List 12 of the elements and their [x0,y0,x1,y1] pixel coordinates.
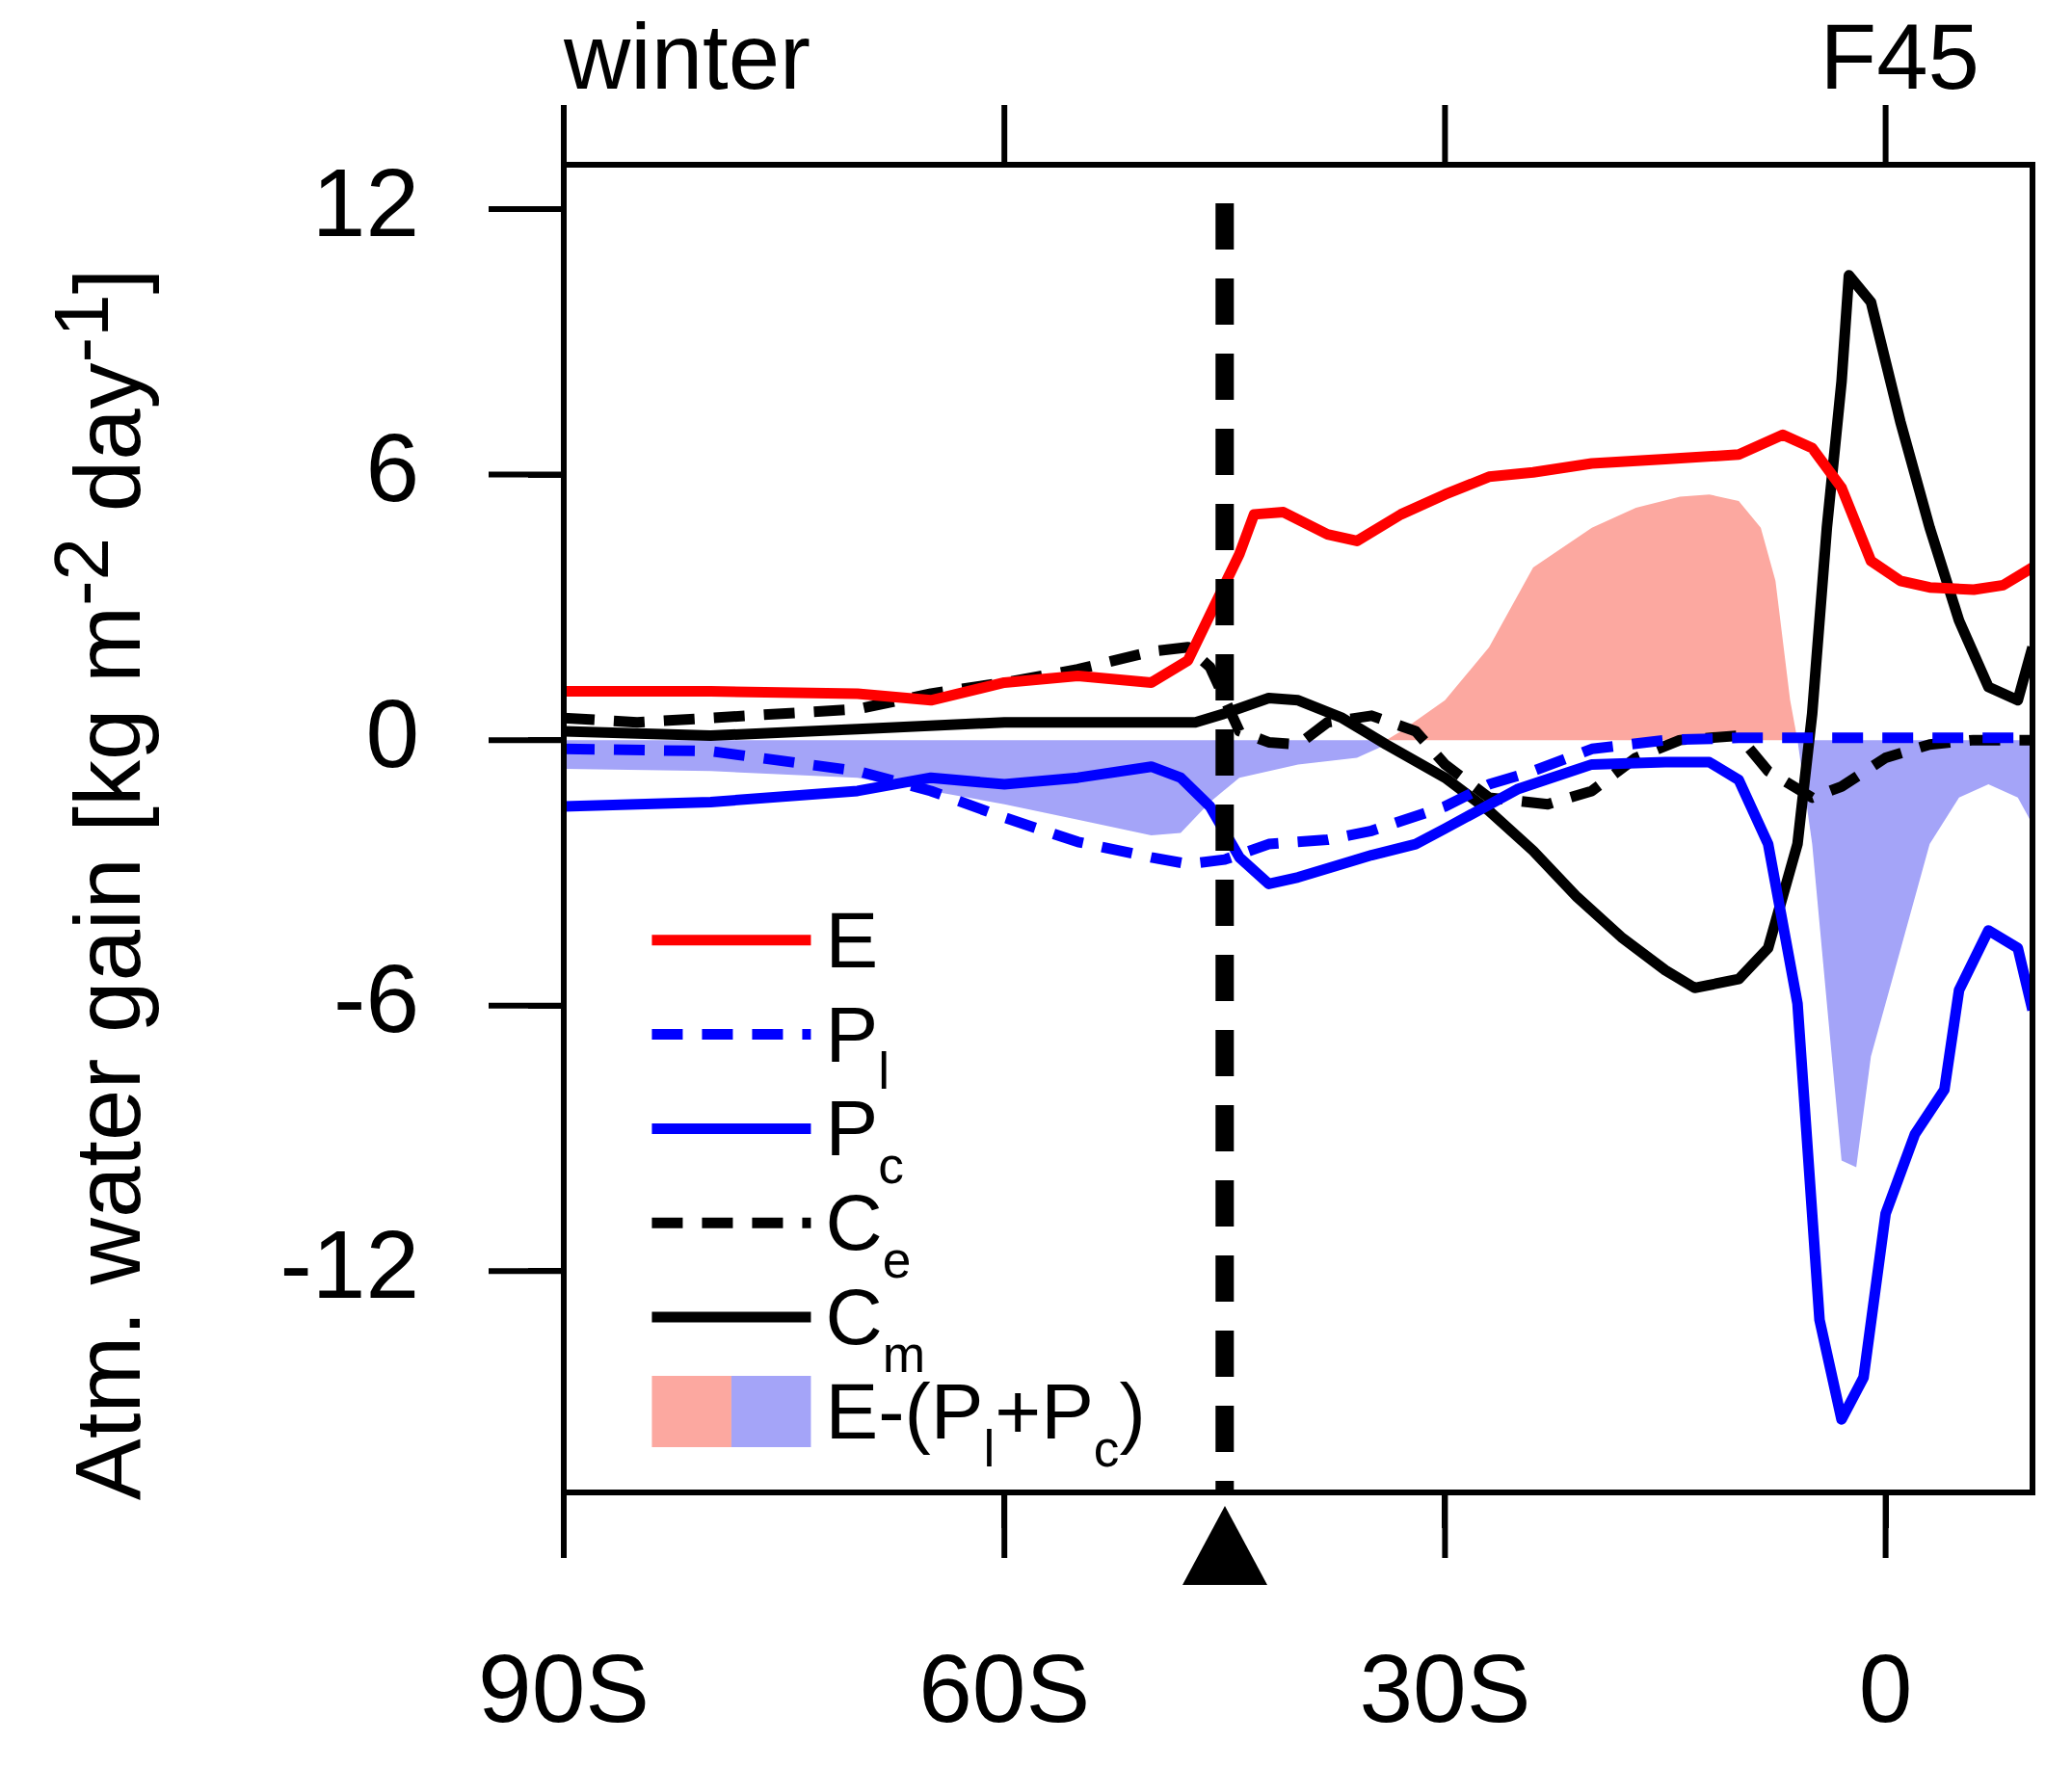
legend-label: E [825,895,879,984]
y-tick-label: 0 [365,678,419,787]
x-tick-label: 0 [1858,1633,1913,1742]
text: F45 [1820,5,1979,108]
chart-title: winter [563,5,811,108]
x-tick-label: 30S [1359,1633,1531,1742]
y-tick-label: 6 [365,413,419,522]
y-tick-label: -6 [333,944,419,1053]
y-tick-label: -12 [279,1209,419,1318]
x-tick-label: 90S [478,1633,650,1742]
x-tick-label: 60S [918,1633,1091,1742]
y-tick-label: 12 [311,147,419,256]
